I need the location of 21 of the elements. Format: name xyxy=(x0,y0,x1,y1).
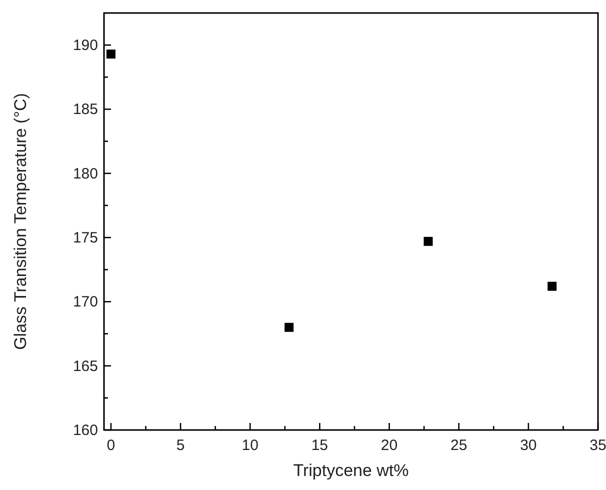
y-axis-title: Glass Transition Temperature (°C) xyxy=(11,93,30,350)
x-axis-title: Triptycene wt% xyxy=(293,461,409,480)
x-tick-label: 30 xyxy=(520,437,537,454)
x-tick-label: 10 xyxy=(242,437,258,454)
x-tick-label: 0 xyxy=(106,437,116,454)
y-tick-label: 160 xyxy=(72,422,98,439)
y-tick-label: 175 xyxy=(72,230,98,247)
x-tick-label: 35 xyxy=(590,437,606,454)
x-tick-label: 20 xyxy=(380,437,398,454)
point xyxy=(548,282,557,291)
y-tick-label: 185 xyxy=(72,101,98,118)
y-tick-label: 165 xyxy=(72,358,98,375)
x-tick-label: 5 xyxy=(176,437,185,454)
point xyxy=(424,236,433,246)
point xyxy=(284,322,294,332)
y-tick-label: 170 xyxy=(72,294,98,311)
y-tick-label: 190 xyxy=(72,37,98,54)
x-tick-label: 25 xyxy=(450,437,468,454)
y-tick-label: 180 xyxy=(72,165,98,182)
x-tick-label: 15 xyxy=(311,437,328,454)
point xyxy=(106,50,116,59)
